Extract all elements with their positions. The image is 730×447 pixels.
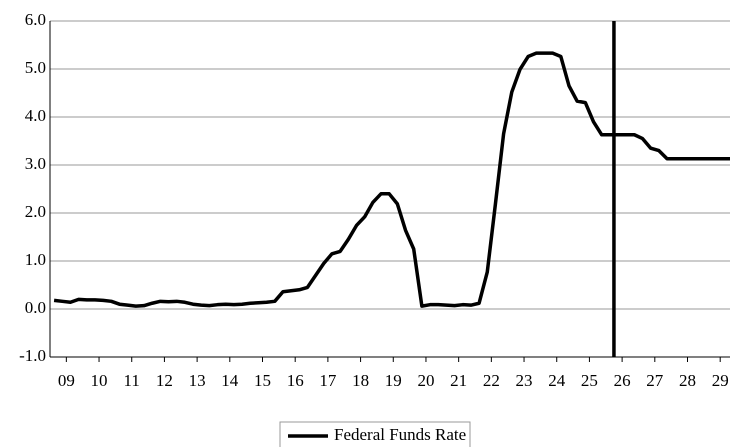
x-tick-label: 12 [156, 371, 173, 390]
x-tick-label: 22 [483, 371, 500, 390]
y-tick-label: 4.0 [25, 106, 46, 125]
x-tick-label: 20 [417, 371, 434, 390]
y-tick-label: 3.0 [25, 154, 46, 173]
x-tick-label: 29 [712, 371, 729, 390]
x-tick-label: 28 [679, 371, 696, 390]
x-tick-label: 18 [352, 371, 369, 390]
y-tick-label: -1.0 [19, 346, 46, 365]
x-tick-label: 09 [58, 371, 75, 390]
x-tick-label: 13 [189, 371, 206, 390]
y-tick-label: 6.0 [25, 10, 46, 29]
x-tick-label: 16 [287, 371, 304, 390]
y-tick-label: 1.0 [25, 250, 46, 269]
y-tick-label: 0.0 [25, 298, 46, 317]
x-tick-label: 27 [646, 371, 664, 390]
x-tick-label: 26 [614, 371, 631, 390]
x-tick-label: 10 [91, 371, 108, 390]
y-tick-label: 5.0 [25, 58, 46, 77]
x-tick-label: 19 [385, 371, 402, 390]
x-tick-label: 11 [124, 371, 140, 390]
x-tick-label: 21 [450, 371, 467, 390]
x-tick-label: 15 [254, 371, 271, 390]
x-tick-label: 23 [516, 371, 533, 390]
legend-label: Federal Funds Rate [334, 425, 466, 444]
x-tick-label: 24 [548, 371, 566, 390]
y-tick-label: 2.0 [25, 202, 46, 221]
x-tick-label: 25 [581, 371, 598, 390]
line [53, 51, 730, 308]
x-tick-label: 17 [319, 371, 337, 390]
x-tick-label: 14 [221, 371, 239, 390]
